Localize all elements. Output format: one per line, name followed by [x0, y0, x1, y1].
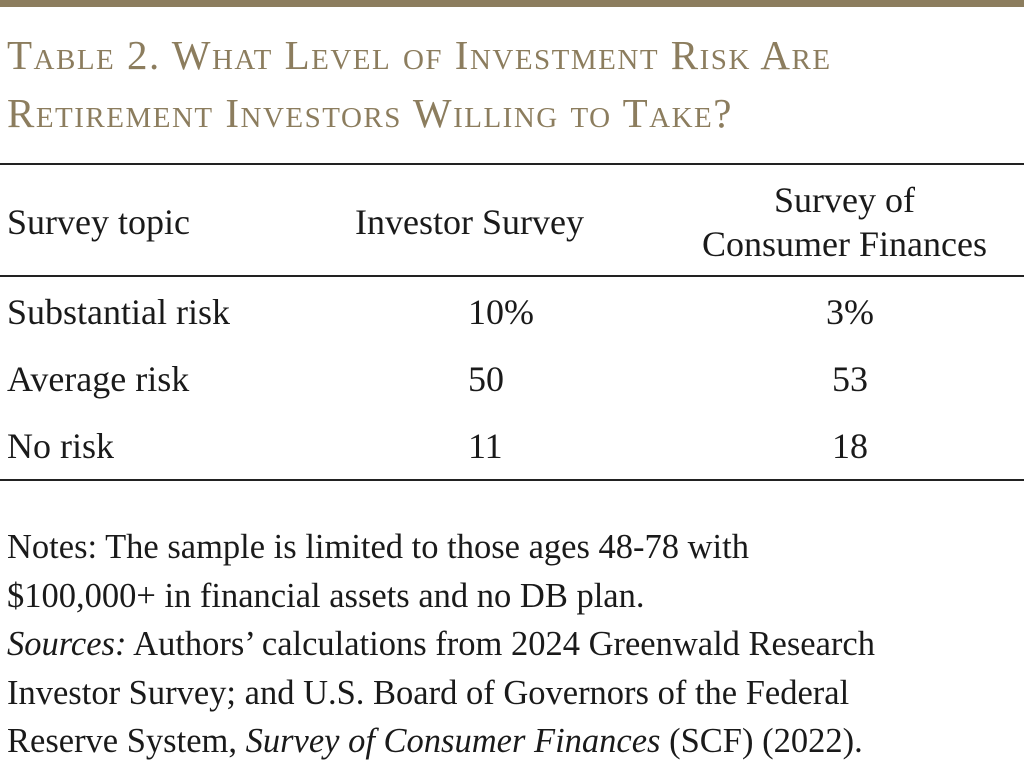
- header-investor-survey: Investor Survey: [355, 202, 584, 242]
- cell-average-risk-investor: 50: [468, 359, 504, 399]
- row-label-no-risk: No risk: [7, 426, 114, 466]
- sources-line-3: Reserve System, Survey of Consumer Finan…: [7, 717, 1019, 766]
- header-scf-line-1: Survey of: [774, 180, 915, 220]
- cell-no-risk-investor: 11: [468, 426, 503, 466]
- sources-line-2: Investor Survey; and U.S. Board of Gover…: [7, 673, 850, 712]
- cell-substantial-risk-scf: 3%: [826, 292, 874, 332]
- sources-italic-title: Survey of Consumer Finances: [245, 722, 661, 760]
- cell-substantial-risk-investor: 10%: [468, 292, 534, 332]
- table-top-rule: [0, 163, 1024, 165]
- table-title-line-1: Table 2. What Level of Investment Risk A…: [7, 32, 832, 78]
- sources-text-3: Reserve System,: [7, 722, 246, 760]
- notes-line-1: Notes: The sample is limited to those ag…: [7, 528, 749, 566]
- cell-no-risk-scf: 18: [832, 426, 868, 466]
- sources-text-4: (SCF) (2022).: [660, 722, 863, 760]
- table-title-line-2: Retirement Investors Willing to Take?: [7, 90, 733, 136]
- header-bottom-rule: [0, 275, 1024, 277]
- table-bottom-rule: [0, 479, 1024, 481]
- table-notes: Notes: The sample is limited to those ag…: [7, 523, 1019, 766]
- cell-average-risk-scf: 53: [832, 359, 868, 399]
- header-consumer-finances: Survey of Consumer Finances: [672, 178, 1017, 266]
- notes-line-2: $100,000+ in financial assets and no DB …: [7, 576, 645, 615]
- top-accent-rule: [0, 0, 1024, 7]
- sources-text-1: Authors’ calculations from 2024 Greenwal…: [126, 625, 875, 663]
- row-label-average-risk: Average risk: [7, 359, 190, 399]
- header-survey-topic: Survey topic: [7, 202, 190, 242]
- sources-line-1: Sources: Authors’ calculations from 2024…: [7, 620, 1019, 669]
- header-scf-line-2: Consumer Finances: [702, 224, 987, 264]
- table-title: Table 2. What Level of Investment Risk A…: [7, 26, 1017, 142]
- sources-label: Sources:: [7, 625, 127, 663]
- row-label-substantial-risk: Substantial risk: [7, 292, 230, 332]
